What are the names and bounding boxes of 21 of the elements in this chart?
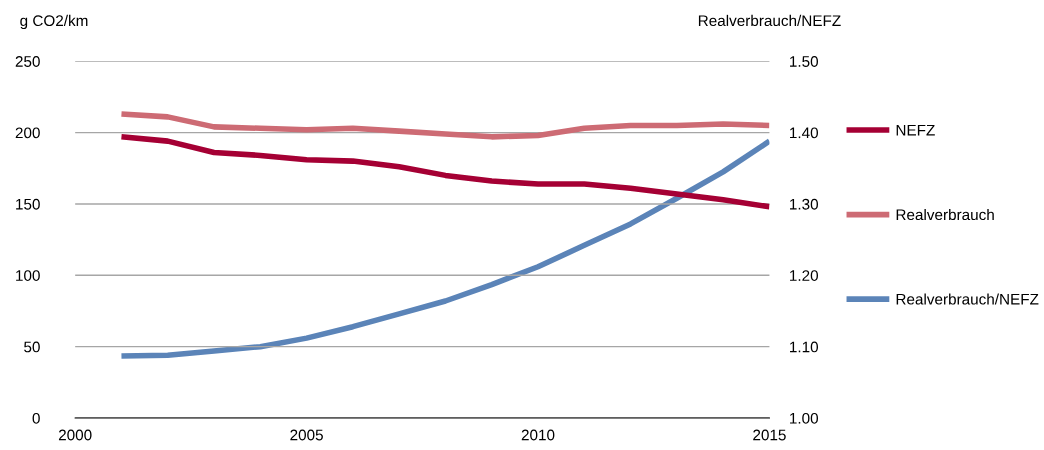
y2-tick-label: 1.20	[790, 270, 819, 281]
y-tick-label: 100	[16, 270, 40, 281]
y-axis-title: g CO2/km	[20, 14, 88, 30]
x-tick-label: 2005	[290, 429, 323, 441]
y2-tick-label: 1.00	[790, 412, 819, 424]
y-tick-label: 0	[32, 412, 40, 424]
legend-label: NEFZ	[896, 124, 935, 136]
legend-label: Realverbrauch	[896, 208, 994, 221]
y-tick-label: 50	[24, 341, 40, 353]
legend-label: Realverbrauch/NEFZ	[896, 293, 1039, 305]
x-tick-label: 2015	[753, 429, 786, 441]
y2-tick-label: 1.50	[790, 56, 819, 67]
y-tick-label: 150	[16, 198, 40, 210]
y2-tick-label: 1.10	[790, 341, 819, 353]
y2-tick-label: 1.30	[790, 198, 819, 210]
y-tick-label: 250	[15, 56, 40, 67]
y-tick-label: 200	[15, 127, 40, 139]
y2-axis-title: Realverbrauch/NEFZ	[698, 14, 841, 27]
y2-tick-label: 1.40	[790, 127, 819, 139]
x-tick-label: 2010	[521, 429, 555, 441]
x-tick-label: 2000	[58, 429, 92, 441]
